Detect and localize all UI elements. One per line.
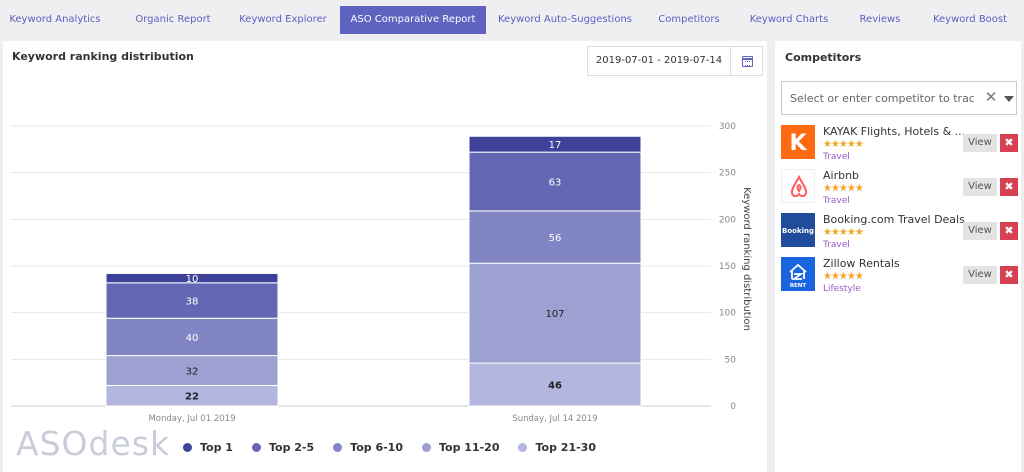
tab-keyword-explorer[interactable]: Keyword Explorer <box>239 14 327 25</box>
legend-top-1[interactable]: Top 1 <box>183 439 233 455</box>
competitor-category: Travel <box>823 240 850 250</box>
legend-label: Top 21-30 <box>535 440 596 454</box>
bar-value-label: 40 <box>186 333 199 344</box>
bar-value-label: 17 <box>549 140 562 151</box>
kayak-logo-icon: K <box>781 125 815 159</box>
legend-top-21-30[interactable]: Top 21-30 <box>518 439 596 455</box>
bar-value-label: 10 <box>186 274 199 285</box>
svg-text:K: K <box>789 131 807 156</box>
bar-segment[interactable] <box>105 282 279 319</box>
bar-value-label: 107 <box>545 309 564 320</box>
remove-button[interactable]: ✖ <box>1000 178 1018 196</box>
competitor-search-input[interactable] <box>782 82 974 114</box>
competitor-name: Booking.com Travel Deals <box>823 213 965 226</box>
bar-segment[interactable] <box>468 262 642 364</box>
calendar-button[interactable] <box>730 46 763 76</box>
rating-stars: ★★★★★ <box>823 271 864 282</box>
competitor-item: K KAYAK Flights, Hotels & ... ★★★★★ Trav… <box>781 125 1021 169</box>
rating-stars: ★★★★★ <box>823 183 864 194</box>
close-icon[interactable]: ✕ <box>984 88 998 106</box>
tab-reviews[interactable]: Reviews <box>859 14 901 25</box>
y-tick-label: 250 <box>719 169 736 179</box>
y-axis-label: Keyword ranking distribution <box>741 187 752 331</box>
remove-button[interactable]: ✖ <box>1000 266 1018 284</box>
legend-swatch <box>333 442 343 452</box>
y-tick-label: 50 <box>725 355 737 365</box>
chevron-down-icon[interactable] <box>1004 96 1014 102</box>
competitor-category: Lifestyle <box>823 284 861 294</box>
rating-stars: ★★★★★ <box>823 139 864 150</box>
legend-top-6-10[interactable]: Top 6-10 <box>333 439 403 455</box>
view-button[interactable]: View <box>963 266 997 284</box>
tab-keyword-charts[interactable]: Keyword Charts <box>749 14 829 25</box>
bar-segment[interactable] <box>468 210 642 264</box>
chart-legend: Top 1 Top 2-5 Top 6-10 Top 11-20 Top 21-… <box>183 439 615 455</box>
legend-swatch <box>422 442 431 452</box>
bar-segment[interactable] <box>105 317 279 357</box>
bar-value-label: 46 <box>548 381 562 392</box>
y-tick-label: 0 <box>730 402 736 412</box>
bar-value-label: 63 <box>549 178 562 189</box>
legend-swatch <box>183 442 192 452</box>
bar-segment[interactable] <box>468 151 642 212</box>
legend-label: Top 6-10 <box>350 440 403 454</box>
bar-segment[interactable] <box>105 355 279 386</box>
view-button[interactable]: View <box>963 134 997 152</box>
competitor-item: RENT Zillow Rentals ★★★★★ Lifestyle View… <box>781 257 1021 301</box>
airbnb-logo-icon <box>781 169 815 203</box>
keyword-ranking-panel: Keyword ranking distribution 2019-07-01 … <box>3 41 767 472</box>
bar-segment[interactable] <box>468 362 642 407</box>
competitor-name: Zillow Rentals <box>823 257 900 270</box>
panel-title: Keyword ranking distribution <box>12 50 194 63</box>
tab-keyword-analytics[interactable]: Keyword Analytics <box>9 14 101 25</box>
competitor-name: KAYAK Flights, Hotels & ... <box>823 125 965 138</box>
calendar-icon <box>742 56 753 67</box>
competitors-panel: Competitors ✕ K KAYAK Flights, Hotels & … <box>775 41 1021 472</box>
view-button[interactable]: View <box>963 222 997 240</box>
bar-value-label: 32 <box>186 367 199 378</box>
zillow-logo-icon: RENT <box>781 257 815 291</box>
tab-competitors[interactable]: Competitors <box>658 14 720 25</box>
legend-swatch <box>251 442 261 452</box>
svg-text:RENT: RENT <box>790 283 807 289</box>
legend-label: Top 11-20 <box>439 440 500 454</box>
y-tick-label: 100 <box>719 309 736 319</box>
legend-label: Top 2-5 <box>268 440 315 454</box>
rating-stars: ★★★★★ <box>823 227 864 238</box>
remove-button[interactable]: ✖ <box>1000 134 1018 152</box>
remove-button[interactable]: ✖ <box>1000 222 1018 240</box>
x-tick-label: Sunday, Jul 14 2019 <box>512 414 597 424</box>
competitor-item: Airbnb ★★★★★ Travel View ✖ <box>781 169 1021 213</box>
y-tick-label: 150 <box>719 262 736 272</box>
tab-aso-comparative-report[interactable]: ASO Comparative Report <box>340 6 486 34</box>
bar-segment[interactable] <box>105 272 279 284</box>
bar-segment[interactable] <box>468 135 642 153</box>
legend-swatch <box>518 442 528 452</box>
competitor-category: Travel <box>823 152 850 162</box>
svg-text:Booking: Booking <box>782 227 814 235</box>
booking-logo-icon: Booking <box>781 213 815 247</box>
tab-organic-report[interactable]: Organic Report <box>135 14 211 25</box>
tab-keyword-auto-suggestions[interactable]: Keyword Auto-Suggestions <box>497 14 632 25</box>
bar-value-label: 38 <box>186 297 199 308</box>
competitor-item: Booking Booking.com Travel Deals ★★★★★ T… <box>781 213 1021 257</box>
ranking-distribution-chart: 22 32 40 38 10 46 107 56 63 17 0 50 100 150 200 250 300… <box>11 122 752 424</box>
legend-top-2-5[interactable]: Top 2-5 <box>251 439 315 455</box>
bar-value-label: 56 <box>549 233 562 244</box>
y-tick-label: 300 <box>719 122 736 132</box>
competitor-name: Airbnb <box>823 169 860 182</box>
competitors-title: Competitors <box>785 51 862 64</box>
competitor-search: ✕ <box>781 81 1017 115</box>
view-button[interactable]: View <box>963 178 997 196</box>
x-tick-label: Monday, Jul 01 2019 <box>148 414 235 424</box>
legend-top-11-20[interactable]: Top 11-20 <box>422 439 499 455</box>
legend-label: Top 1 <box>200 440 233 454</box>
y-tick-label: 200 <box>719 215 736 225</box>
report-tabs: Keyword Analytics Organic Report Keyword… <box>0 0 1024 38</box>
bar-value-label: 22 <box>185 392 199 403</box>
asodesk-logo: ASOdesk <box>16 424 171 463</box>
competitor-category: Travel <box>823 196 850 206</box>
tab-keyword-boost[interactable]: Keyword Boost <box>932 14 1008 25</box>
